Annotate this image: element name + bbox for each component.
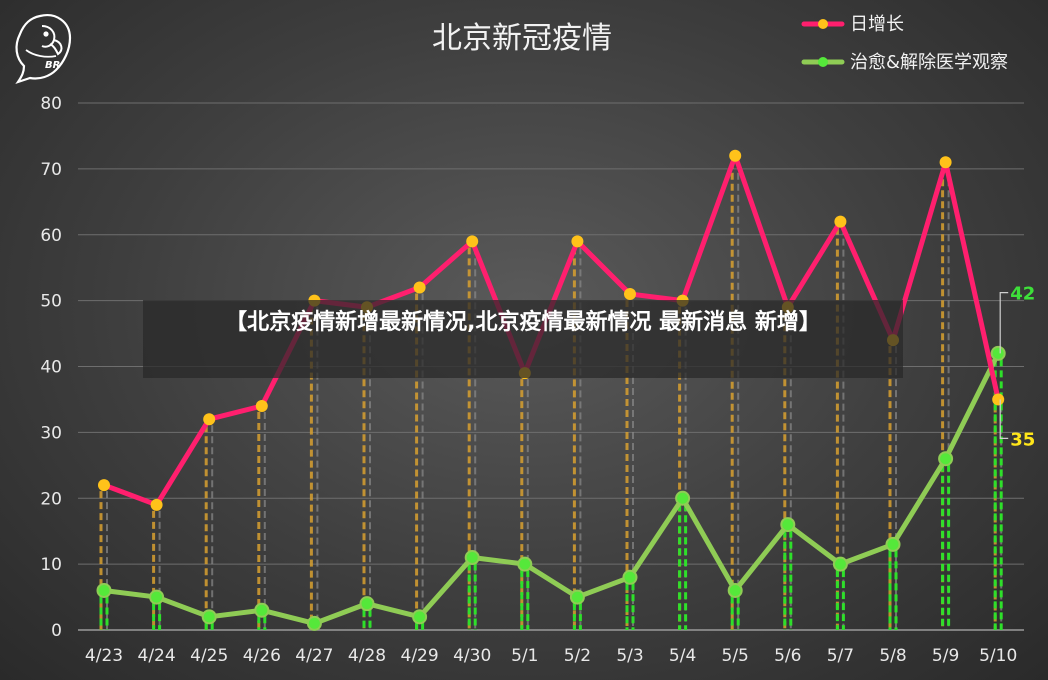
x-tick-label: 5/10 — [979, 646, 1017, 666]
y-tick-label: 0 — [51, 621, 62, 641]
headline-banner: 【北京疫情新增最新情况,北京疫情最新情况 最新消息 新增】 — [143, 300, 903, 378]
x-tick-label: 4/29 — [401, 646, 439, 666]
x-tick-label: 4/27 — [295, 646, 333, 666]
point-cured — [885, 536, 901, 552]
x-tick-label: 5/5 — [722, 646, 749, 666]
legend-label-daily-growth: 日增长 — [850, 14, 904, 35]
x-tick-label: 5/8 — [879, 646, 906, 666]
y-tick-label: 30 — [40, 423, 62, 443]
point-cured — [675, 490, 691, 506]
series-points — [96, 149, 1006, 631]
y-axis-ticks: 0 10 20 30 40 50 60 70 80 — [40, 94, 62, 641]
x-tick-label: 4/23 — [85, 646, 123, 666]
y-tick-label: 20 — [40, 489, 62, 509]
point-cured — [517, 556, 533, 572]
drop-lines — [99, 161, 1003, 630]
callout-leader — [999, 399, 1009, 439]
point-daily-growth — [624, 288, 636, 301]
point-daily-growth — [466, 235, 479, 248]
point-cured — [412, 609, 428, 625]
point-cured — [359, 596, 375, 612]
callout-label: 35 — [1010, 429, 1035, 450]
point-cured — [254, 602, 270, 618]
point-daily-growth — [203, 413, 216, 426]
x-tick-label: 5/3 — [616, 646, 643, 666]
point-daily-growth — [150, 498, 163, 511]
parrot-logo-icon: BR — [15, 14, 72, 85]
point-cured — [306, 615, 322, 631]
callout-leader — [999, 292, 1009, 354]
end-callouts: 42 35 — [999, 284, 1035, 450]
point-daily-growth — [729, 149, 742, 162]
point-cured — [464, 550, 480, 566]
point-cured — [990, 345, 1006, 361]
point-cured — [938, 451, 954, 467]
x-tick-label: 5/4 — [669, 646, 696, 666]
x-axis-ticks: 4/23 4/24 4/25 4/26 4/27 4/28 4/29 4/30 5/1 5/2 5/… — [85, 646, 1017, 666]
point-daily-growth — [413, 281, 426, 294]
point-cured — [96, 582, 112, 598]
logo-text: BR — [45, 60, 60, 71]
y-tick-label: 70 — [40, 160, 62, 180]
point-daily-growth — [98, 479, 110, 492]
y-tick-label: 60 — [40, 226, 62, 246]
point-daily-growth — [571, 235, 584, 248]
point-daily-growth — [255, 400, 268, 413]
x-tick-label: 5/2 — [564, 646, 591, 666]
callout-label: 42 — [1010, 284, 1035, 305]
x-tick-label: 4/24 — [138, 646, 176, 666]
y-tick-label: 50 — [40, 292, 62, 312]
chart-title: 北京新冠疫情 — [432, 21, 612, 56]
x-tick-label: 5/7 — [827, 646, 854, 666]
series-lines — [101, 153, 1001, 626]
point-cured — [780, 517, 796, 533]
y-tick-label: 40 — [40, 358, 62, 378]
point-daily-growth — [834, 215, 847, 228]
x-tick-label: 4/25 — [190, 646, 228, 666]
point-cured — [622, 569, 638, 585]
y-tick-label: 10 — [40, 555, 62, 575]
x-tick-label: 4/26 — [243, 646, 281, 666]
point-cured — [832, 556, 848, 572]
point-daily-growth — [939, 156, 952, 169]
y-tick-label: 80 — [40, 94, 62, 114]
x-tick-label: 5/9 — [932, 646, 959, 666]
point-cured — [201, 609, 217, 625]
legend-label-cured: 治愈&解除医学观察 — [850, 52, 1008, 73]
x-tick-label: 5/1 — [511, 646, 538, 666]
x-tick-label: 4/28 — [348, 646, 386, 666]
point-daily-growth — [992, 393, 1005, 406]
point-cured — [569, 589, 585, 605]
point-cured — [149, 589, 165, 605]
x-tick-label: 5/6 — [774, 646, 801, 666]
x-tick-label: 4/30 — [453, 646, 491, 666]
legend-marker-daily-growth — [818, 19, 828, 29]
legend-marker-cured — [818, 57, 828, 67]
legend: 日增长 治愈&解除医学观察 — [801, 14, 1008, 73]
point-cured — [727, 582, 743, 598]
series-line-cured — [101, 350, 1001, 626]
